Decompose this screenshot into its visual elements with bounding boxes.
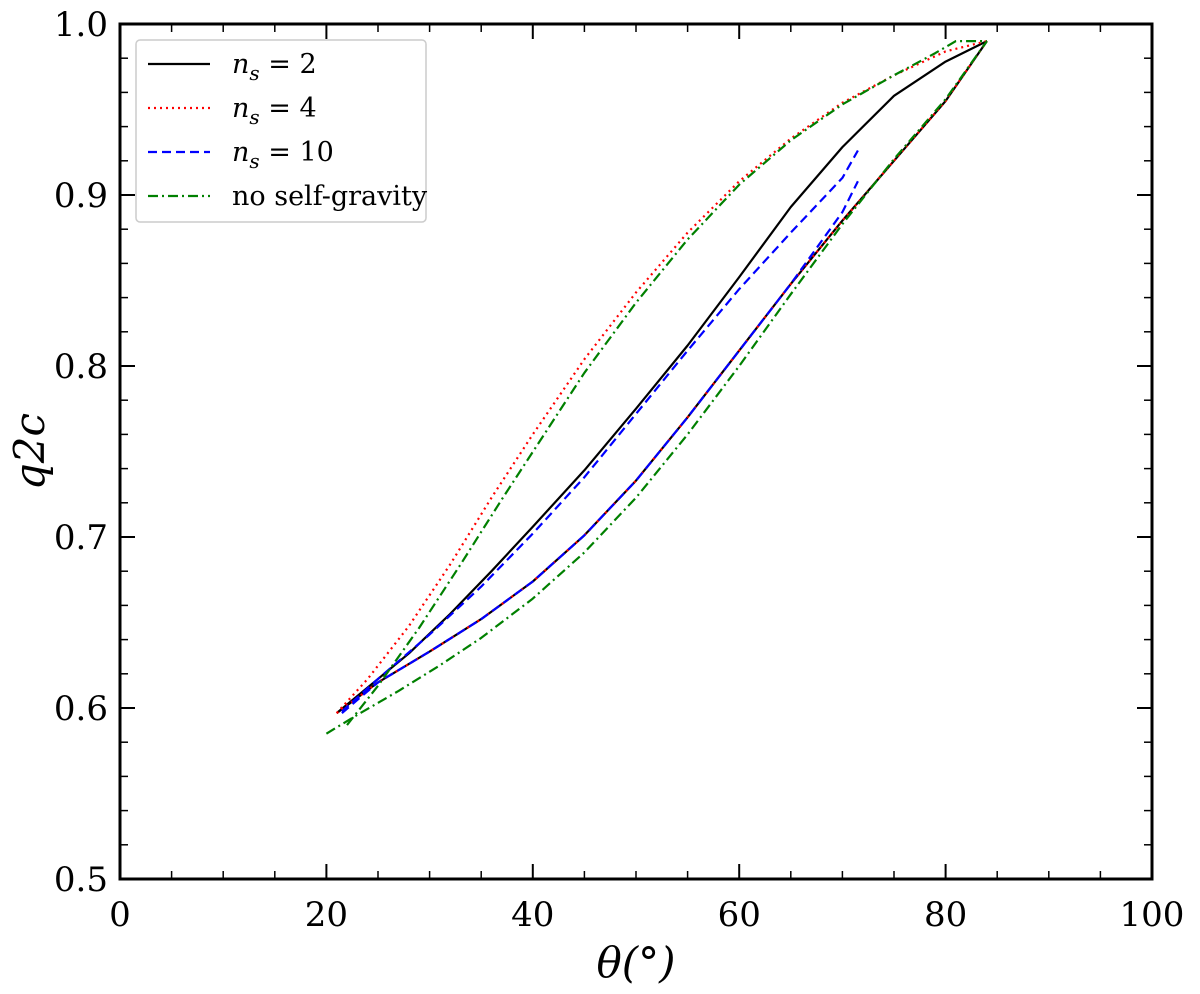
x-tick-label: 20 xyxy=(305,895,348,935)
legend-label-base: n xyxy=(232,137,249,168)
legend-label-subscript: s xyxy=(249,61,259,85)
x-tick-label: 60 xyxy=(718,895,761,935)
plot-frame xyxy=(118,22,1154,881)
y-tick-label: 1.0 xyxy=(54,5,108,45)
x-tick-label: 100 xyxy=(1120,895,1185,935)
tick-labels: 0 20 40 60 80 100 0.5 0.6 0.7 0.8 0.9 1.0 xyxy=(54,5,1185,935)
legend-label-1: ns = 4 xyxy=(232,93,317,129)
y-tick-label: 0.6 xyxy=(54,689,108,729)
legend-label-rest: = 10 xyxy=(260,137,334,168)
legend-label-subscript: s xyxy=(249,149,259,173)
series-2-branch-0-line xyxy=(341,149,859,713)
y-tick-label: 0.7 xyxy=(54,518,108,558)
legend-label-2: ns = 10 xyxy=(232,137,334,173)
series-layer xyxy=(325,40,988,735)
x-axis-label: θ(°) xyxy=(596,938,675,987)
legend-label-rest: = 4 xyxy=(260,93,317,124)
legend-label-base: n xyxy=(232,49,249,80)
legend-label-base: n xyxy=(232,93,249,124)
series-3-branch-1-line xyxy=(325,40,988,735)
series-2-branch-1-line xyxy=(341,180,859,714)
legend-label-0: ns = 2 xyxy=(232,49,317,85)
series-1-branch-0-line xyxy=(335,40,988,714)
legend-label-subscript: s xyxy=(249,105,259,129)
legend-label-rest: = 2 xyxy=(260,49,317,80)
legend-box xyxy=(135,39,427,223)
legend-label-base: no self-gravity xyxy=(232,181,428,212)
y-tick-label: 0.5 xyxy=(54,860,108,900)
x-tick-label: 40 xyxy=(511,895,554,935)
y-tick-label: 0.9 xyxy=(54,176,108,216)
x-tick-label: 0 xyxy=(109,895,131,935)
legend-label-3: no self-gravity xyxy=(232,181,428,212)
y-axis-label: q2c xyxy=(5,413,54,490)
y-tick-label: 0.8 xyxy=(54,347,108,387)
x-tick-label: 80 xyxy=(924,895,967,935)
series-0-branch-0-line xyxy=(335,40,988,714)
